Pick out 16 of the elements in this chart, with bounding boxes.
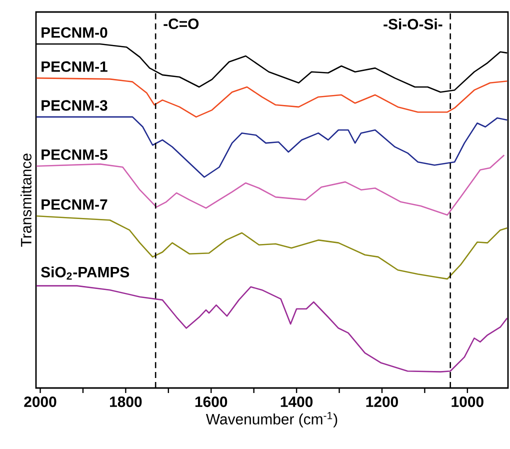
x-tick-label: 1000	[452, 396, 484, 408]
x-tick-label: 2000	[24, 396, 56, 408]
ref-line-label: -Si-O-Si-	[384, 18, 442, 30]
series-label: PECNM-7	[42, 199, 108, 210]
x-axis-title: Wavenumber (cm$^{-1}$)	[206, 412, 338, 428]
series-label: PECNM-1	[42, 61, 108, 72]
series-label: SiO$_{2}$-PAMPS	[41, 266, 130, 280]
series-label: PECNM-5	[42, 149, 108, 160]
ref-line-label: -C=O	[164, 18, 199, 30]
x-tick-label: 1600	[195, 396, 228, 408]
series-label: PECNM-3	[42, 100, 108, 111]
y-axis-title: Transmittance	[20, 154, 32, 247]
series-label: PECNM-0	[42, 27, 108, 38]
x-tick-label: 1800	[110, 396, 142, 408]
x-tick-label: 1400	[280, 396, 313, 408]
x-tick-label: 1200	[366, 396, 398, 408]
